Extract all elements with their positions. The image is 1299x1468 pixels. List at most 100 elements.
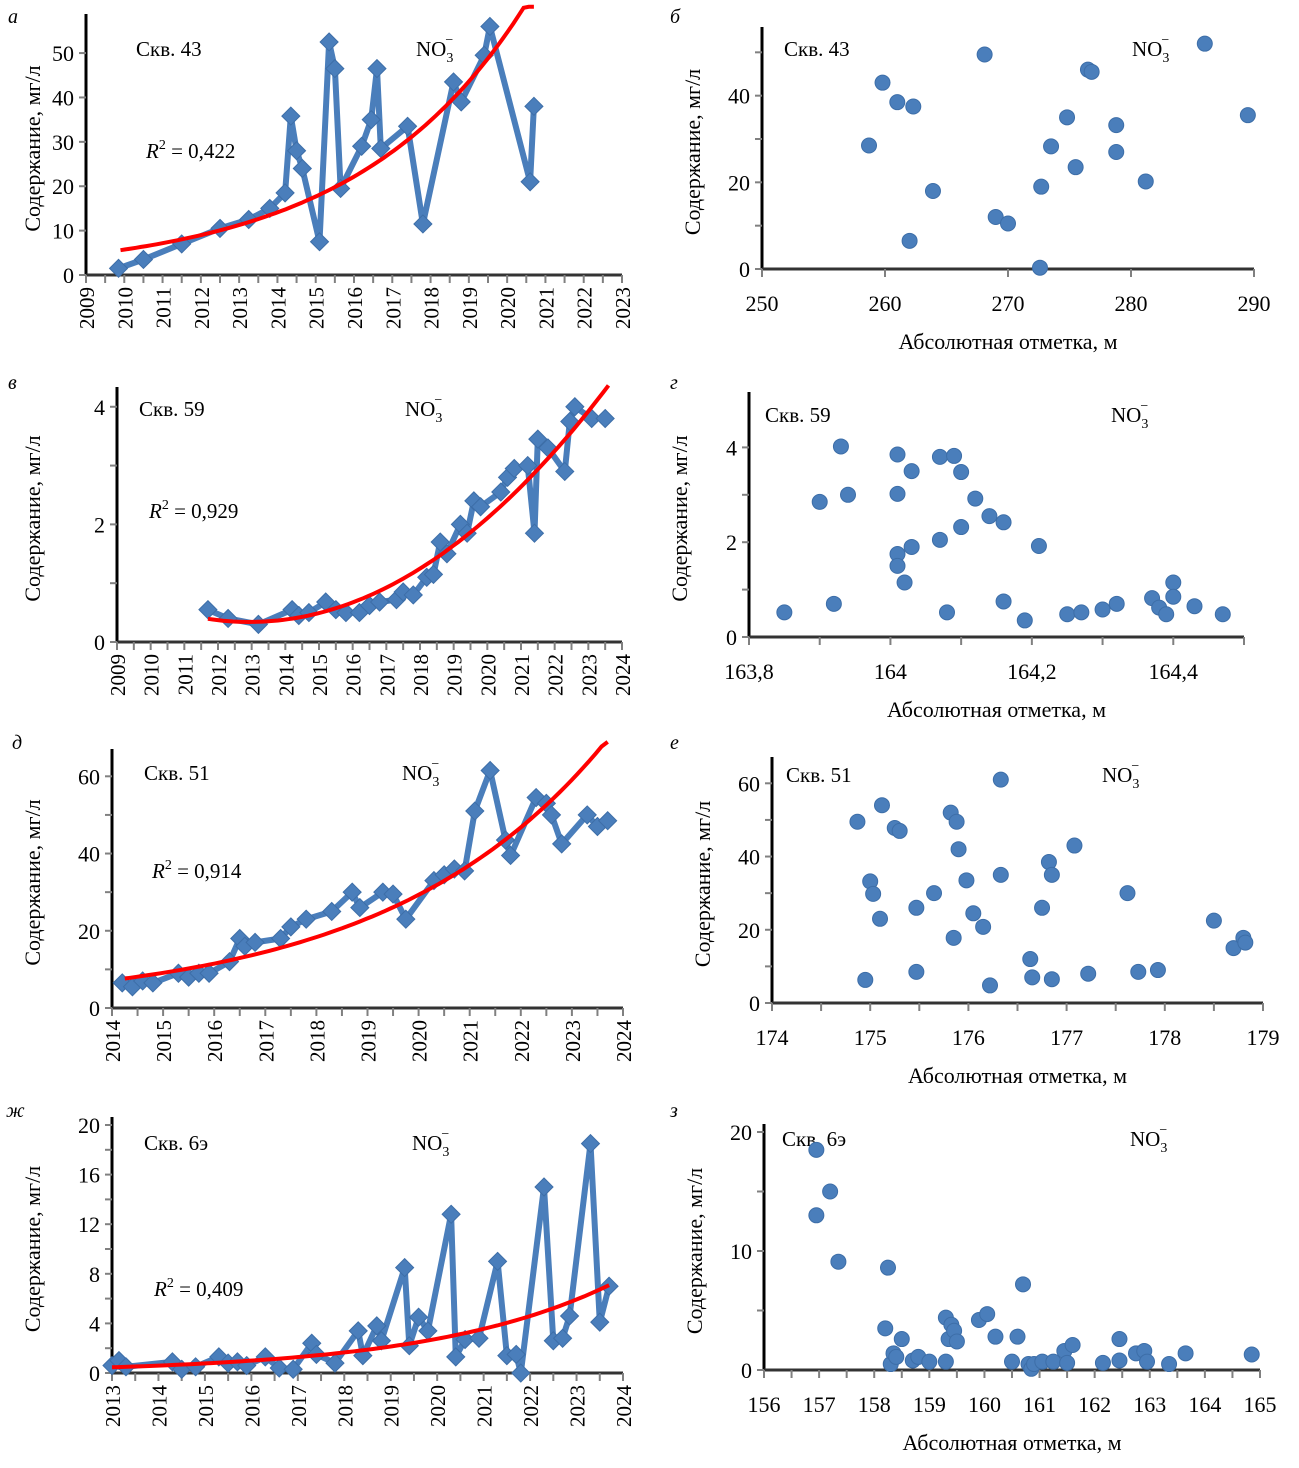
data-point-marker	[383, 884, 403, 904]
x-tick-label: 2010	[140, 654, 164, 696]
chart-svg: 0 4 8 12 16 20 2013 2014 2015 2016 2017 2018 2019 202…	[20, 1113, 636, 1427]
x-tick-label: 2014	[266, 287, 290, 330]
data-point-marker	[987, 209, 1004, 225]
well-label: Скв. 6э	[144, 1131, 208, 1155]
y-axis-title: Содержание, мг/л	[667, 435, 692, 601]
data-point-marker	[939, 604, 955, 621]
x-tick-label: 2016	[240, 1385, 264, 1427]
data-point-marker	[1108, 117, 1125, 134]
data-point-marker	[896, 574, 913, 591]
data-point-marker	[1108, 144, 1125, 160]
data-point-marker	[1186, 598, 1203, 615]
data-point-marker	[808, 1207, 825, 1224]
data-point-marker	[319, 32, 339, 52]
chart-panel-d: д 0 20 40 60 2014 2015 2016 2017 2018 2019 2020 2021…	[0, 720, 650, 1090]
data-point-marker	[889, 446, 906, 463]
chart-svg: 0 20 40 60 174 175 176 177 178 179 Абсолютная отме…	[690, 757, 1280, 1088]
data-point-marker	[1066, 837, 1083, 854]
data-point-marker	[946, 447, 963, 464]
data-point-marker	[198, 599, 218, 620]
data-point-marker	[903, 538, 920, 555]
data-point-marker	[1111, 1352, 1128, 1369]
data-point-marker	[811, 493, 828, 510]
data-point-marker	[408, 1307, 429, 1327]
x-tick-label: 2021	[510, 654, 534, 696]
ion-label: NO3−	[412, 1127, 449, 1160]
data-point-marker	[275, 183, 295, 203]
x-tick-label: 157	[803, 1392, 836, 1417]
y-tick-label: 0	[89, 996, 100, 1021]
x-tick-label: 179	[1247, 1025, 1280, 1050]
data-point-marker	[981, 508, 998, 525]
data-point-marker	[1239, 107, 1256, 124]
data-point-marker	[889, 485, 906, 502]
data-point-marker	[967, 490, 984, 507]
data-point-marker	[446, 1347, 466, 1367]
trend-line	[120, 4, 534, 253]
data-point-marker	[1161, 1356, 1178, 1373]
data-point-marker	[524, 523, 545, 543]
x-axis-title: Абсолютная отметка, м	[898, 329, 1117, 354]
x-tick-label: 2020	[496, 287, 520, 329]
r-squared-label: R2 = 0,914	[151, 858, 242, 883]
data-point-marker	[470, 497, 491, 517]
x-tick-label: 175	[854, 1025, 887, 1050]
data-point-marker	[865, 885, 882, 902]
data-point-marker	[350, 897, 370, 918]
x-tick-label: 2024	[611, 654, 635, 697]
panel-label: е	[670, 732, 679, 754]
data-point-marker	[1043, 971, 1060, 988]
y-tick-label: 20	[728, 170, 750, 195]
data-point-marker	[239, 209, 259, 230]
data-point-marker	[393, 582, 413, 602]
x-tick-label: 2014	[274, 654, 298, 697]
x-tick-label: 2020	[408, 1020, 432, 1062]
y-tick-label: 2	[726, 530, 737, 555]
data-point-marker	[1073, 604, 1090, 621]
y-tick-label: 8	[89, 1262, 100, 1287]
x-tick-label: 2014	[101, 1020, 125, 1063]
data-point-marker	[397, 116, 418, 137]
x-tick-label: 163,8	[724, 659, 774, 684]
data-point-marker	[1111, 1331, 1128, 1348]
data-point-marker	[480, 16, 500, 37]
data-point-marker	[849, 813, 866, 830]
data-point-marker	[1043, 138, 1060, 155]
chart-panel-g: г 0 2 4 163,8 164 164,2 164,4 Абсолютная отметка…	[650, 360, 1299, 722]
data-point-marker	[269, 1358, 289, 1378]
x-tick-label: 2023	[561, 1020, 585, 1062]
ion-label: NO3−	[1130, 1123, 1167, 1156]
chart-panel-a: а 0 10 20 30 40 50 2009 2010 2011 2012 2013 2014 2015…	[0, 0, 650, 360]
x-tick-label: 2009	[106, 654, 130, 696]
data-point-marker	[565, 397, 585, 417]
panel-label: г	[670, 372, 678, 394]
data-point-marker	[1080, 965, 1097, 982]
data-point-marker	[857, 971, 874, 988]
y-tick-label: 20	[730, 1120, 752, 1145]
data-point-marker	[551, 834, 572, 854]
chart-svg: 0 2 4 163,8 164 164,2 164,4 Абсолютная отметка,…	[667, 392, 1245, 722]
x-tick-label: 2013	[101, 1385, 125, 1427]
data-point-marker	[908, 963, 925, 980]
x-tick-label: 162	[1078, 1392, 1111, 1417]
data-point-marker	[840, 486, 856, 503]
y-tick-label: 10	[52, 219, 74, 244]
y-tick-label: 16	[78, 1163, 100, 1188]
data-point-marker	[872, 910, 889, 927]
data-point-marker	[351, 136, 372, 156]
data-point-marker	[1149, 962, 1166, 979]
data-point-marker	[982, 977, 999, 994]
y-tick-label: 0	[741, 1358, 752, 1383]
data-point-marker	[506, 1344, 526, 1365]
x-tick-label: 2020	[426, 1385, 450, 1427]
x-tick-label: 2015	[152, 1020, 176, 1062]
x-tick-label: 2017	[375, 654, 399, 696]
data-point-marker	[454, 861, 475, 881]
data-point-marker	[283, 1359, 303, 1379]
data-point-marker	[597, 811, 618, 831]
well-label: Скв. 51	[144, 761, 210, 785]
data-point-marker	[931, 531, 948, 548]
data-point-marker	[1043, 866, 1060, 883]
well-label: Скв. 59	[139, 397, 205, 421]
data-point-marker	[965, 905, 982, 922]
